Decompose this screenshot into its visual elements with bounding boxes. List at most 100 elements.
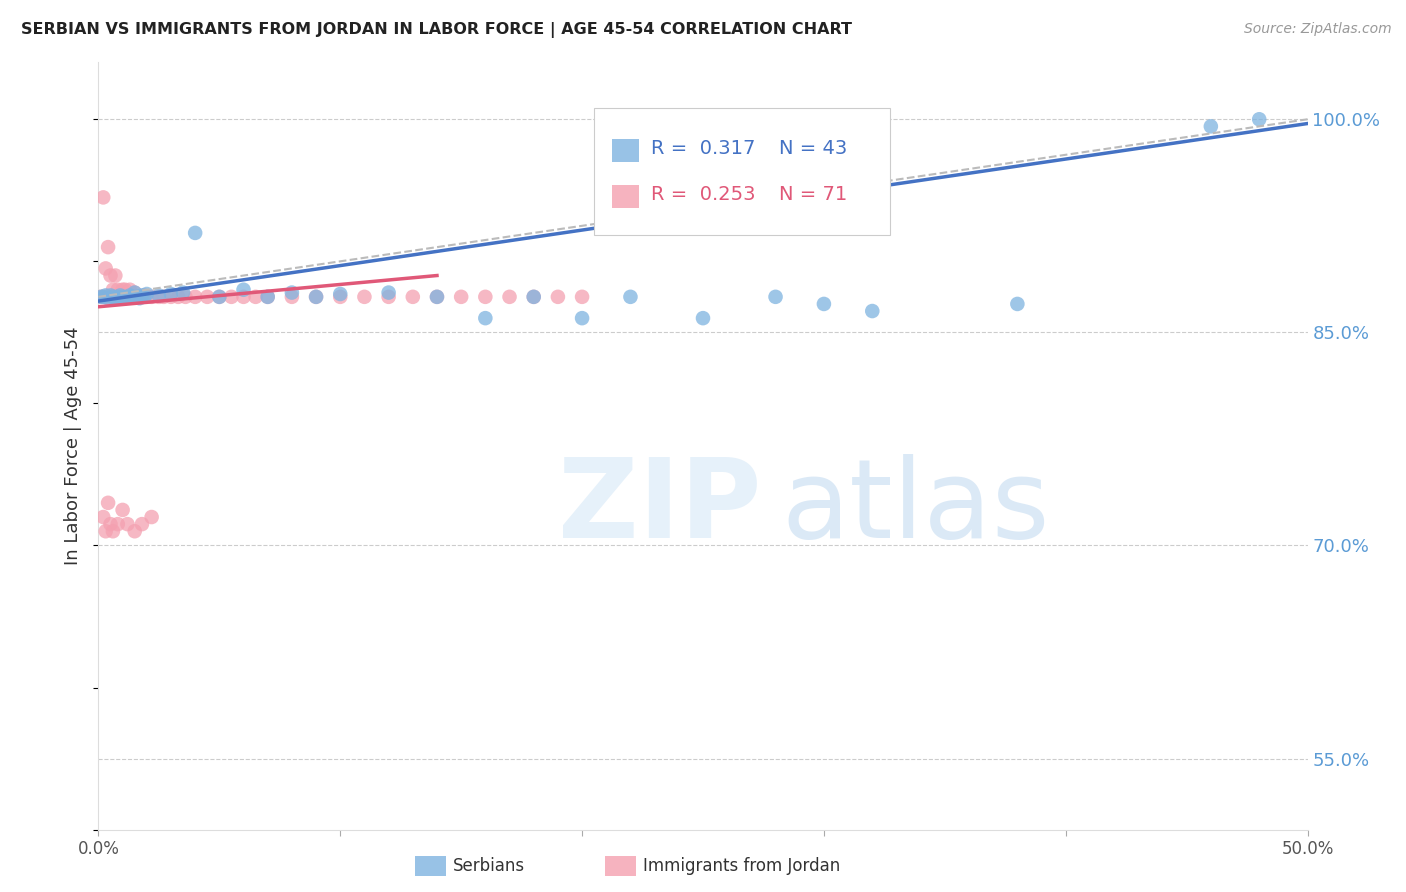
FancyBboxPatch shape	[595, 109, 890, 235]
Text: atlas: atlas	[782, 454, 1050, 561]
Point	[281, 285, 304, 300]
Point	[523, 290, 546, 304]
Point	[94, 290, 117, 304]
Point	[111, 283, 134, 297]
Point	[692, 311, 714, 326]
Text: Source: ZipAtlas.com: Source: ZipAtlas.com	[1244, 22, 1392, 37]
Point	[104, 291, 127, 305]
Point	[114, 290, 136, 304]
Point	[124, 285, 146, 300]
Point	[131, 290, 153, 304]
Point	[860, 304, 883, 318]
Point	[402, 290, 425, 304]
Point	[450, 290, 472, 304]
Point	[131, 288, 153, 302]
Point	[114, 291, 136, 305]
Point	[128, 291, 150, 305]
Text: R =  0.253: R = 0.253	[651, 185, 755, 204]
Point	[97, 291, 120, 305]
Point	[167, 290, 190, 304]
FancyBboxPatch shape	[613, 185, 638, 208]
Point	[232, 290, 254, 304]
Point	[101, 290, 124, 304]
Point	[118, 288, 141, 302]
Point	[1007, 297, 1029, 311]
Point	[426, 290, 449, 304]
Point	[329, 290, 352, 304]
Point	[111, 290, 134, 304]
Point	[256, 290, 278, 304]
Point	[474, 290, 496, 304]
Point	[184, 290, 207, 304]
Point	[90, 290, 112, 304]
Point	[124, 285, 146, 300]
Text: Immigrants from Jordan: Immigrants from Jordan	[643, 857, 839, 875]
Point	[121, 290, 143, 304]
FancyBboxPatch shape	[613, 138, 638, 162]
Point	[195, 290, 218, 304]
Point	[134, 290, 156, 304]
Text: N = 43: N = 43	[779, 139, 848, 158]
Text: R =  0.317: R = 0.317	[651, 139, 755, 158]
Point	[141, 290, 163, 304]
Point	[148, 288, 170, 302]
Point	[148, 290, 170, 304]
Point	[94, 524, 117, 539]
Point	[100, 288, 122, 302]
Point	[107, 283, 129, 297]
Point	[547, 290, 569, 304]
Point	[208, 290, 231, 304]
Point	[474, 311, 496, 326]
Point	[101, 524, 124, 539]
Point	[160, 290, 183, 304]
Point	[281, 290, 304, 304]
Point	[329, 287, 352, 301]
Point	[108, 290, 131, 304]
Point	[104, 290, 127, 304]
Point	[124, 290, 146, 304]
Point	[127, 290, 149, 304]
Point	[94, 261, 117, 276]
Point	[353, 290, 375, 304]
Point	[184, 226, 207, 240]
Point	[114, 283, 136, 297]
Point	[124, 524, 146, 539]
Point	[152, 290, 174, 304]
Point	[97, 240, 120, 254]
Point	[97, 496, 120, 510]
Point	[94, 288, 117, 302]
Point	[523, 290, 546, 304]
Point	[90, 290, 112, 304]
Point	[765, 290, 787, 304]
Point	[104, 268, 127, 283]
Point	[100, 268, 122, 283]
Point	[498, 290, 520, 304]
Point	[108, 288, 131, 302]
Point	[117, 290, 139, 304]
Point	[426, 290, 449, 304]
Point	[118, 290, 141, 304]
Point	[135, 287, 157, 301]
Point	[107, 290, 129, 304]
Point	[571, 311, 593, 326]
Point	[134, 288, 156, 302]
Point	[107, 517, 129, 532]
Point	[208, 290, 231, 304]
Point	[101, 290, 124, 304]
Text: SERBIAN VS IMMIGRANTS FROM JORDAN IN LABOR FORCE | AGE 45-54 CORRELATION CHART: SERBIAN VS IMMIGRANTS FROM JORDAN IN LAB…	[21, 22, 852, 38]
Point	[111, 290, 134, 304]
Point	[91, 190, 114, 204]
Point	[117, 290, 139, 304]
Point	[91, 510, 114, 524]
Point	[91, 290, 114, 304]
Point	[221, 290, 243, 304]
Point	[121, 290, 143, 304]
Point	[813, 297, 835, 311]
Text: Serbians: Serbians	[453, 857, 524, 875]
Point	[107, 290, 129, 304]
Point	[108, 290, 131, 304]
Point	[121, 290, 143, 304]
Y-axis label: In Labor Force | Age 45-54: In Labor Force | Age 45-54	[65, 326, 83, 566]
Point	[174, 290, 197, 304]
Point	[141, 510, 163, 524]
